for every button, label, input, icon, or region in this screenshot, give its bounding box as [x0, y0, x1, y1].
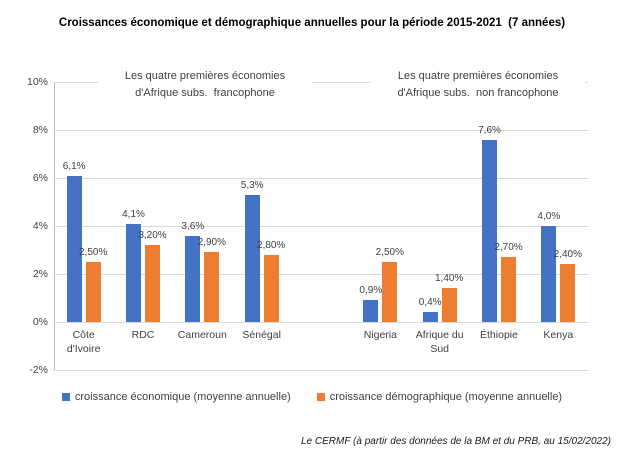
bar-data-label: 6,1%	[62, 160, 86, 172]
plot-area: Côte d'Ivoire 6,1% 2,50% RDC 4,1% 3,20% Camero…	[54, 82, 588, 371]
bar-data-label: 0,4%	[418, 297, 442, 309]
annotation-francophone: Les quatre premières économies d'Afrique…	[98, 68, 312, 102]
bar-croissance-economique	[363, 300, 379, 322]
chart-title: Croissances économique et démographique …	[58, 17, 566, 29]
x-axis-category-label: Côte d'Ivoire	[66, 329, 101, 355]
bar-croissance-demographique	[145, 245, 160, 322]
legend-item-economic: croissance économique (moyenne annuelle)	[61, 391, 291, 403]
bar-croissance-demographique	[204, 252, 220, 322]
bar-data-label: 2,50%	[375, 247, 405, 258]
y-axis-tick-label: 0%	[32, 316, 48, 328]
gridline	[54, 82, 588, 83]
legend-label-demographic: croissance démographique (moyenne annuel…	[329, 391, 563, 403]
gridline	[54, 226, 588, 227]
x-axis-category-label: Kenya	[543, 329, 574, 341]
bar-data-label: 5,3%	[240, 179, 264, 191]
bar-data-label: 0,9%	[359, 285, 383, 297]
legend: croissance économique (moyenne annuelle)…	[0, 391, 624, 403]
gridline	[54, 130, 588, 131]
annotation-non-francophone: Les quatre premières économies d'Afrique…	[371, 68, 585, 102]
bar-data-label: 3,6%	[181, 220, 205, 232]
y-axis-tick-label: -2%	[29, 364, 48, 376]
gridline	[54, 322, 588, 323]
x-axis-category-label: Éthiopie	[480, 329, 518, 341]
bar-croissance-economique	[126, 223, 141, 322]
gridline	[54, 274, 588, 275]
legend-item-demographic: croissance démographique (moyenne annuel…	[316, 391, 563, 403]
bar-data-label: 1,40%	[434, 273, 464, 285]
bar-croissance-demographique	[263, 254, 279, 322]
bar-croissance-demographique	[560, 264, 576, 322]
x-axis-category-label: Afrique du Sud	[415, 329, 464, 355]
gridline	[54, 370, 588, 371]
legend-swatch-economic-icon	[61, 393, 70, 401]
y-axis-tick-label: 6%	[32, 172, 48, 184]
bar-croissance-economique	[244, 194, 260, 322]
bar-data-label: 3,20%	[138, 230, 167, 242]
bar-data-label: 2,90%	[197, 237, 227, 249]
x-axis-category-label: Sénégal	[242, 329, 281, 341]
y-axis-tick-label: 8%	[32, 124, 48, 136]
bar-croissance-economique	[185, 235, 201, 322]
bar-data-label: 4,1%	[122, 208, 145, 220]
bar-data-label: 2,50%	[78, 247, 108, 258]
bar-data-label: 4,0%	[537, 211, 561, 222]
legend-swatch-demographic-icon	[316, 393, 325, 401]
y-axis-tick-label: 4%	[32, 220, 48, 232]
y-axis-tick-label: 10%	[26, 76, 48, 88]
bar-croissance-demographique	[441, 288, 457, 322]
bar-croissance-economique	[66, 175, 82, 322]
bar-data-label: 2,70%	[494, 242, 523, 254]
source-note: Le CERMF (à partir des données de la BM …	[301, 436, 611, 447]
bar-data-label: 2,40%	[553, 249, 583, 261]
y-axis-tick-label: 2%	[32, 268, 48, 280]
x-axis-category-label: Cameroun	[177, 329, 227, 341]
bar-croissance-demographique	[501, 257, 516, 322]
bar-croissance-demographique	[382, 262, 398, 322]
bar-data-label: 2,80%	[256, 239, 286, 251]
bar-data-label: 7,6%	[478, 124, 501, 136]
bar-croissance-economique	[422, 312, 438, 322]
legend-label-economic: croissance économique (moyenne annuelle)	[74, 391, 291, 403]
bar-croissance-demographique	[85, 262, 101, 322]
x-axis-category-label: Nigeria	[363, 329, 397, 341]
bar-croissance-economique	[541, 226, 557, 322]
gridline	[54, 178, 588, 179]
x-axis-category-label: RDC	[131, 329, 155, 341]
bar-croissance-economique	[482, 139, 497, 322]
